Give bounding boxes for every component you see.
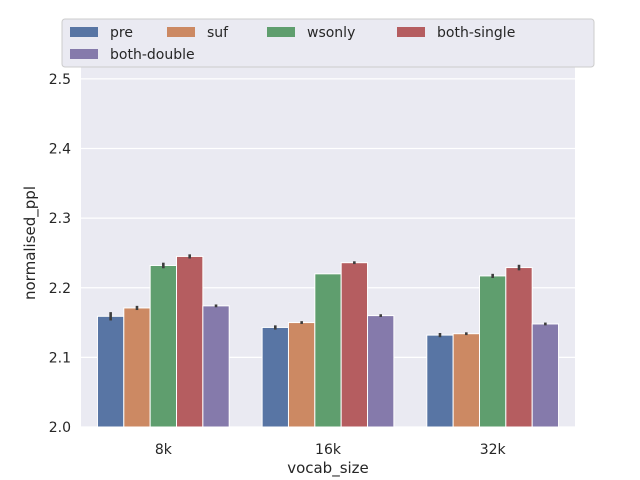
bar-suf-16k (287, 322, 316, 428)
x-axis-label: vocab_size (287, 459, 369, 478)
x-tick-label: 8k (155, 442, 173, 458)
legend-swatch-both-double (70, 49, 98, 59)
y-axis-label: normalised_ppl (21, 186, 40, 300)
y-tick-label: 2.4 (49, 142, 71, 158)
bar-wsonly-8k (149, 264, 178, 428)
bar-suf-32k (452, 333, 480, 428)
bar-suf-8k (123, 307, 151, 428)
legend-swatch-pre (70, 27, 98, 37)
bar-pre-8k (96, 315, 125, 428)
legend-swatch-suf (167, 27, 195, 37)
bar-wsonly-32k (478, 275, 507, 428)
bar-both-single-32k (505, 267, 533, 428)
legend-label-both-single: both-single (437, 25, 515, 41)
bar-both-single-8k (176, 255, 204, 428)
y-tick-label: 2.3 (49, 211, 71, 227)
legend-label-pre: pre (110, 25, 133, 41)
legend-label-suf: suf (207, 25, 229, 41)
bar-both-double-32k (531, 323, 560, 428)
legend-label-both-double: both-double (110, 47, 195, 63)
bar-wsonly-16k (314, 273, 342, 428)
x-tick-label: 16k (315, 442, 342, 458)
x-tick-labels: 8k 16k 32k (155, 442, 507, 458)
y-tick-label: 2.5 (49, 72, 71, 88)
bars (96, 255, 560, 428)
legend-label-wsonly: wsonly (307, 25, 355, 41)
legend: pre suf wsonly both-single both-double (61, 18, 595, 68)
bar-both-single-16k (340, 262, 369, 428)
y-tick-label: 2.2 (49, 281, 71, 297)
x-tick-label: 32k (480, 442, 507, 458)
y-tick-label: 2.1 (49, 350, 71, 366)
bar-pre-16k (261, 326, 289, 428)
bar-pre-32k (426, 334, 454, 428)
legend-swatch-both-single (397, 27, 425, 37)
error-bars (109, 254, 547, 338)
legend-swatch-wsonly (267, 27, 295, 37)
bar-both-double-8k (202, 305, 230, 428)
y-tick-label: 2.0 (49, 420, 71, 436)
bar-both-double-16k (367, 315, 395, 428)
y-tick-labels: 2.0 2.1 2.2 2.3 2.4 2.5 (49, 72, 71, 436)
